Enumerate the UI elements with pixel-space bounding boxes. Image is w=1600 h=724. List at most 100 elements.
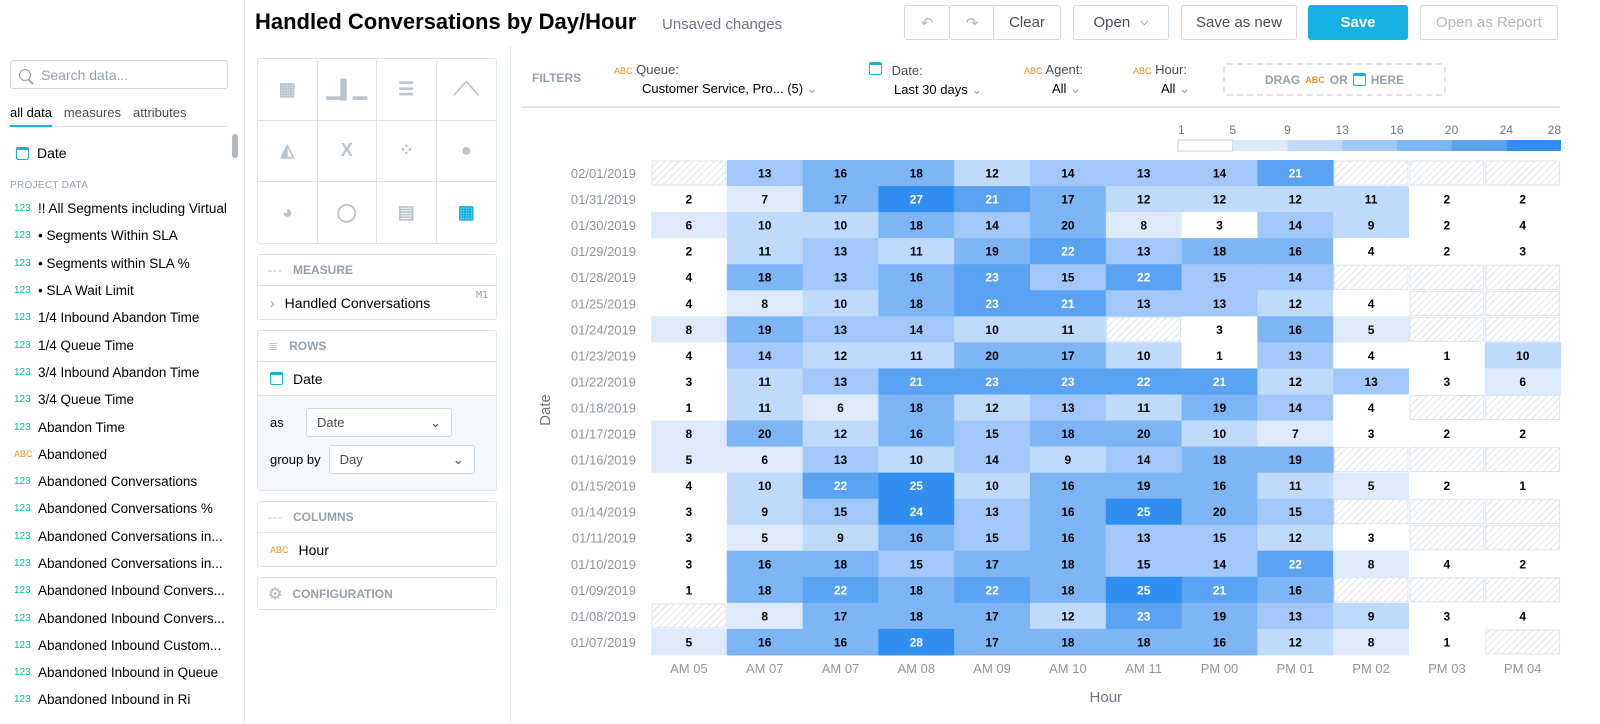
cell-value: 14 <box>758 349 772 363</box>
heatmap-cell <box>954 498 1031 526</box>
cell-value: 8 <box>761 609 768 623</box>
catalog-item[interactable]: 123 • SLA Wait Limit <box>14 277 236 304</box>
catalog-item[interactable]: 123 Abandon Time <box>14 413 236 440</box>
catalog-tabs: all data measures attributes <box>10 105 228 127</box>
donut-chart-icon[interactable]: ◯ <box>318 182 377 243</box>
heatmap-cell <box>726 160 804 187</box>
sidebar-scrollbar[interactable] <box>232 134 238 158</box>
heatmap-cell <box>1333 628 1410 656</box>
save-as-new-button[interactable]: Save as new <box>1181 5 1297 40</box>
catalog-item-date[interactable]: Date <box>16 145 67 161</box>
heatmap-cell <box>1030 264 1107 291</box>
groupby-select[interactable]: Day ⌄ <box>328 445 475 474</box>
catalog-item[interactable]: 123 Abandoned Inbound in Ri <box>14 686 236 713</box>
as-value: Date <box>317 415 345 430</box>
cell-value: 10 <box>758 219 772 233</box>
catalog-item[interactable]: 123 Abandoned Inbound Convers... <box>14 577 236 604</box>
open-as-report-button[interactable]: Open as Report <box>1420 5 1558 40</box>
heatmap-cell <box>1333 550 1410 578</box>
null-cell <box>1485 447 1561 473</box>
number-icon: 123 <box>14 421 31 433</box>
filter-agent[interactable]: ABC Agent: All ⌄ <box>1024 62 1083 97</box>
catalog-item[interactable]: 123 Abandoned Inbound Convers... <box>14 604 236 631</box>
cell-value: 16 <box>834 167 848 181</box>
search-input[interactable]: Search data... <box>10 60 228 89</box>
save-button[interactable]: Save <box>1308 5 1408 40</box>
catalog-item[interactable]: 123 3/4 Inbound Abandon Time <box>14 359 236 386</box>
rows-item[interactable]: Date <box>258 362 496 395</box>
cell-value: 22 <box>1289 557 1303 571</box>
cell-value: 27 <box>910 193 924 207</box>
pie-chart-icon[interactable]: ◕ <box>258 182 318 243</box>
cell-value: 14 <box>1213 167 1227 181</box>
redo-button[interactable]: ↷ <box>949 5 995 40</box>
cell-value: 14 <box>1137 453 1151 467</box>
catalog-item[interactable]: ABC Abandoned <box>14 441 236 468</box>
filter-date[interactable]: Date: Last 30 days ⌄ <box>869 62 982 98</box>
catalog-item[interactable]: 123 1/4 Queue Time <box>14 331 236 358</box>
heatmap-cell <box>1333 316 1410 343</box>
as-select[interactable]: Date ⌄ <box>306 408 452 437</box>
cell-value: 17 <box>985 609 999 623</box>
bubble-icon[interactable]: ● <box>436 121 496 183</box>
cell-value: 23 <box>985 375 999 389</box>
column-chart-icon[interactable]: ▁▌▁ <box>317 59 377 121</box>
measure-item[interactable]: › Handled Conversations M1 <box>258 286 496 319</box>
heatmap-cell <box>726 186 804 213</box>
columns-item[interactable]: ABC Hour <box>258 533 496 566</box>
bar-chart-icon[interactable]: ☰ <box>377 59 437 121</box>
heatmap-cell <box>1030 498 1107 526</box>
open-button[interactable]: Open ⌵ <box>1073 5 1169 40</box>
treemap-icon[interactable]: ▤ <box>377 182 437 243</box>
cell-value: 13 <box>1289 609 1303 623</box>
scatter-icon[interactable]: ⁘ <box>377 120 437 183</box>
row-label: 01/24/2019 <box>571 322 636 337</box>
cell-value: 3 <box>1216 323 1223 337</box>
table-icon[interactable]: ▦ <box>258 59 318 121</box>
groupby-label: group by <box>270 452 321 467</box>
catalog-item[interactable]: 123 Abandoned Conversations in... <box>14 523 236 550</box>
filter-hour[interactable]: ABC Hour: All ⌄ <box>1133 62 1190 97</box>
abc-icon: ABC <box>1024 66 1043 76</box>
tab-all-data[interactable]: all data <box>10 105 52 127</box>
catalog-item[interactable]: 123 Abandoned Conversations <box>14 468 236 495</box>
catalog-item[interactable]: 123 • Segments Within SLA <box>14 222 236 249</box>
tab-measures[interactable]: measures <box>63 105 121 120</box>
heatmap-cell <box>726 238 804 265</box>
clear-button[interactable]: Clear <box>993 5 1061 40</box>
cell-value: 7 <box>761 193 768 207</box>
catalog-item[interactable]: 123 3/4 Queue Time <box>14 386 236 413</box>
catalog-item[interactable]: 123 Abandoned Inbound Custom... <box>14 632 236 659</box>
cell-value: 11 <box>910 245 923 259</box>
line-chart-icon[interactable]: ⟋⟍ <box>436 59 496 121</box>
filter-drop-zone[interactable]: DRAG ABC OR HERE <box>1223 63 1446 96</box>
null-cell <box>1409 499 1485 525</box>
catalog-item[interactable]: 123 1/4 Inbound Abandon Time <box>14 304 236 331</box>
cell-value: 3 <box>1519 245 1526 259</box>
null-cell <box>1409 316 1485 342</box>
heatmap-cell <box>1409 628 1486 656</box>
filter-queue[interactable]: ABC Queue: Customer Service, Pro... (5) ⌄ <box>614 62 818 97</box>
number-icon: 123 <box>14 585 31 597</box>
row-label: 01/28/2019 <box>571 270 636 285</box>
cell-value: 11 <box>1062 323 1075 337</box>
heatmap-icon[interactable]: ▦ <box>457 202 475 223</box>
heatmap-cell <box>1409 212 1486 239</box>
cell-value: 20 <box>758 427 772 441</box>
area-chart-icon[interactable]: ◭ <box>258 120 318 183</box>
undo-button[interactable]: ↶ <box>904 5 950 40</box>
catalog-item[interactable]: 123 Abandoned Conversations in... <box>14 550 236 577</box>
column-label: AM 07 <box>822 661 860 676</box>
catalog-item[interactable]: 123 Abandoned Inbound in Queue <box>14 659 236 686</box>
legend-tick: 28 <box>1548 123 1562 137</box>
cell-value: 16 <box>758 557 772 571</box>
headline-icon[interactable]: X <box>317 120 377 183</box>
catalog-item[interactable]: 123 Abandoned Conversations % <box>14 495 236 522</box>
catalog-item[interactable]: 123 • Segments within SLA % <box>14 250 236 277</box>
catalog-item[interactable]: 123 !! All Segments including Virtual <box>14 195 236 222</box>
heatmap-cell <box>1105 576 1183 604</box>
heatmap-cell <box>878 602 955 630</box>
configuration-section[interactable]: ⚙ CONFIGURATION <box>257 577 497 610</box>
tab-attributes[interactable]: attributes <box>133 105 187 120</box>
